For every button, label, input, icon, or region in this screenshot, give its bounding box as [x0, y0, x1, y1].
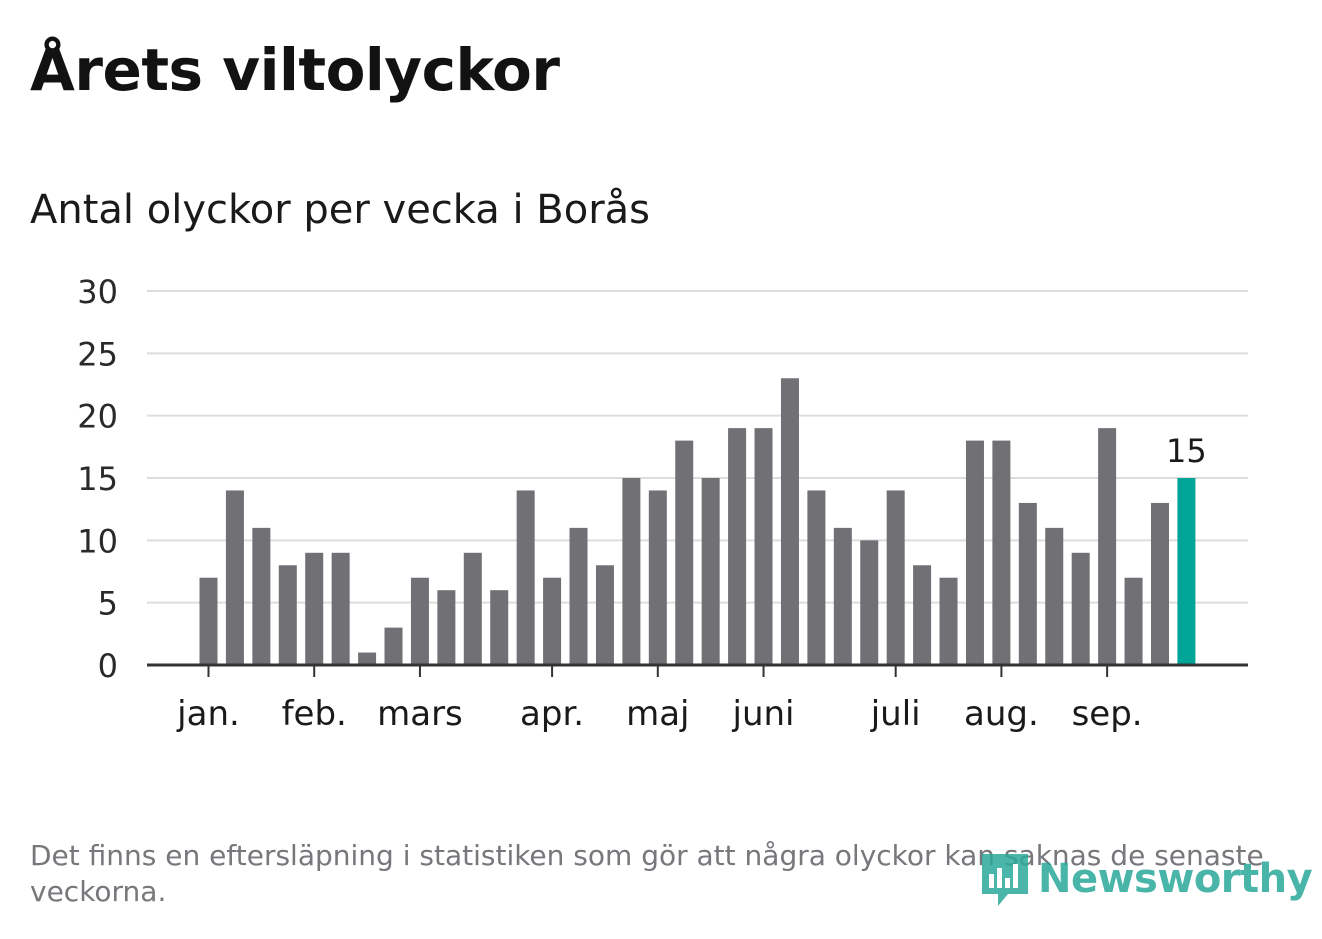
y-tick-label: 10: [77, 522, 118, 560]
bar: [860, 540, 879, 665]
bar: [516, 490, 535, 665]
bar-chart-speech-bubble-icon: [982, 854, 1028, 906]
bar: [728, 428, 747, 665]
bar: [384, 627, 403, 665]
x-axis: [147, 663, 1248, 677]
y-tick-label: 15: [77, 460, 118, 498]
bar: [1045, 527, 1064, 665]
bar: [358, 652, 377, 665]
bar-chart: 0 5 10 15 20 25 30 15 jan. feb. mars apr. maj juni jul…: [77, 273, 1248, 734]
bar: [437, 590, 456, 665]
bar: [463, 552, 482, 665]
bars: [199, 378, 1196, 665]
x-tick-label: feb.: [282, 694, 347, 734]
bar: [833, 527, 852, 665]
bar: [331, 552, 350, 665]
bar: [1018, 502, 1037, 665]
y-tick-label: 5: [98, 585, 118, 623]
gridlines: [147, 290, 1248, 604]
x-tick-label: jan.: [176, 694, 240, 734]
bar: [913, 565, 932, 665]
bar: [305, 552, 324, 665]
bar: [1150, 502, 1169, 665]
bar: [886, 490, 905, 665]
bar: [410, 577, 429, 665]
bar: [569, 527, 588, 665]
bar: [1071, 552, 1090, 665]
data-label: 15: [1166, 432, 1207, 470]
x-tick-label: mars: [377, 694, 463, 734]
logo-text: Newsworthy: [1038, 856, 1313, 902]
y-tick-label: 30: [77, 273, 118, 311]
bar: [807, 490, 826, 665]
x-tick-label: juni: [732, 694, 795, 734]
chart-title: Årets viltolyckor: [30, 36, 560, 104]
newsworthy-logo[interactable]: Newsworthy: [980, 850, 1313, 908]
bar: [490, 590, 509, 665]
bar: [622, 478, 641, 665]
bar: [278, 565, 297, 665]
bar: [543, 577, 562, 665]
bar: [992, 440, 1011, 665]
y-tick-label: 20: [77, 398, 118, 436]
x-tick-label: sep.: [1072, 694, 1143, 734]
bar: [1098, 428, 1117, 665]
chart-subtitle: Antal olyckor per vecka i Borås: [30, 187, 651, 233]
labels: 0 5 10 15 20 25 30 15 jan. feb. mars apr. maj juni jul…: [77, 273, 1206, 734]
footnote: Det finns en eftersläpning i statistiken…: [30, 839, 1264, 908]
x-tick-label: aug.: [964, 694, 1039, 734]
bar-highlight: [1177, 478, 1196, 665]
bar: [1124, 577, 1143, 665]
bar: [965, 440, 984, 665]
bar: [939, 577, 958, 665]
bar: [780, 378, 799, 665]
bar: [701, 478, 720, 665]
x-tick-label: juli: [870, 694, 921, 734]
bar: [252, 527, 271, 665]
bar: [225, 490, 244, 665]
bar: [754, 428, 773, 665]
bar: [199, 577, 218, 665]
bar: [648, 490, 667, 665]
bar: [675, 440, 694, 665]
bar: [595, 565, 614, 665]
x-tick-label: apr.: [520, 694, 584, 734]
y-tick-label: 25: [77, 335, 118, 373]
y-tick-label: 0: [98, 647, 118, 685]
x-tick-label: maj: [626, 694, 689, 734]
